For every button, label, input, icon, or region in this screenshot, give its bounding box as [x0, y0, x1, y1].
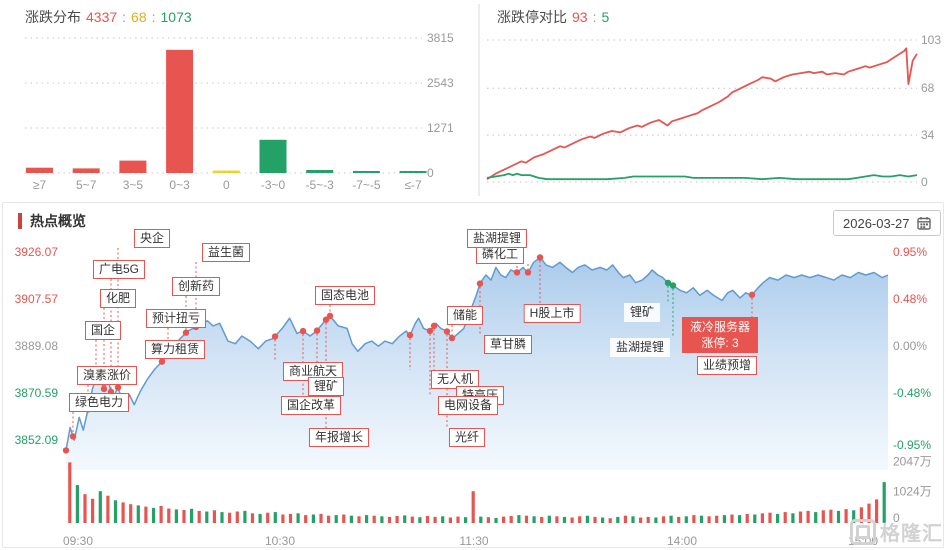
separator: : — [122, 9, 127, 25]
separator: : — [151, 9, 156, 25]
calendar-icon — [916, 217, 931, 230]
date-value: 2026-03-27 — [843, 215, 910, 231]
limit-up-count: 93 — [572, 9, 588, 25]
updown-distribution-title: 涨跌分布 — [25, 9, 81, 25]
date-picker[interactable]: 2026-03-27 — [833, 210, 941, 236]
section-accent-bar — [18, 213, 22, 229]
panel-divider — [478, 4, 480, 196]
separator: : — [592, 9, 597, 25]
limit-compare-header: 涨跌停对比 93 : 5 — [497, 7, 609, 27]
advancers-count: 4337 — [86, 9, 118, 25]
hotspot-header: 热点概览 — [18, 211, 86, 231]
watermark-logo-icon — [850, 518, 876, 545]
hotspot-title: 热点概览 — [30, 213, 86, 229]
updown-distribution-header: 涨跌分布 4337 : 68 : 1073 — [25, 7, 192, 27]
limit-down-count: 5 — [601, 9, 610, 25]
watermark: 格隆汇 — [850, 517, 943, 546]
decliners-count: 1073 — [160, 9, 192, 25]
limit-compare-title: 涨跌停对比 — [497, 9, 567, 25]
watermark-text: 格隆汇 — [880, 523, 943, 545]
flat-count: 68 — [131, 9, 147, 25]
